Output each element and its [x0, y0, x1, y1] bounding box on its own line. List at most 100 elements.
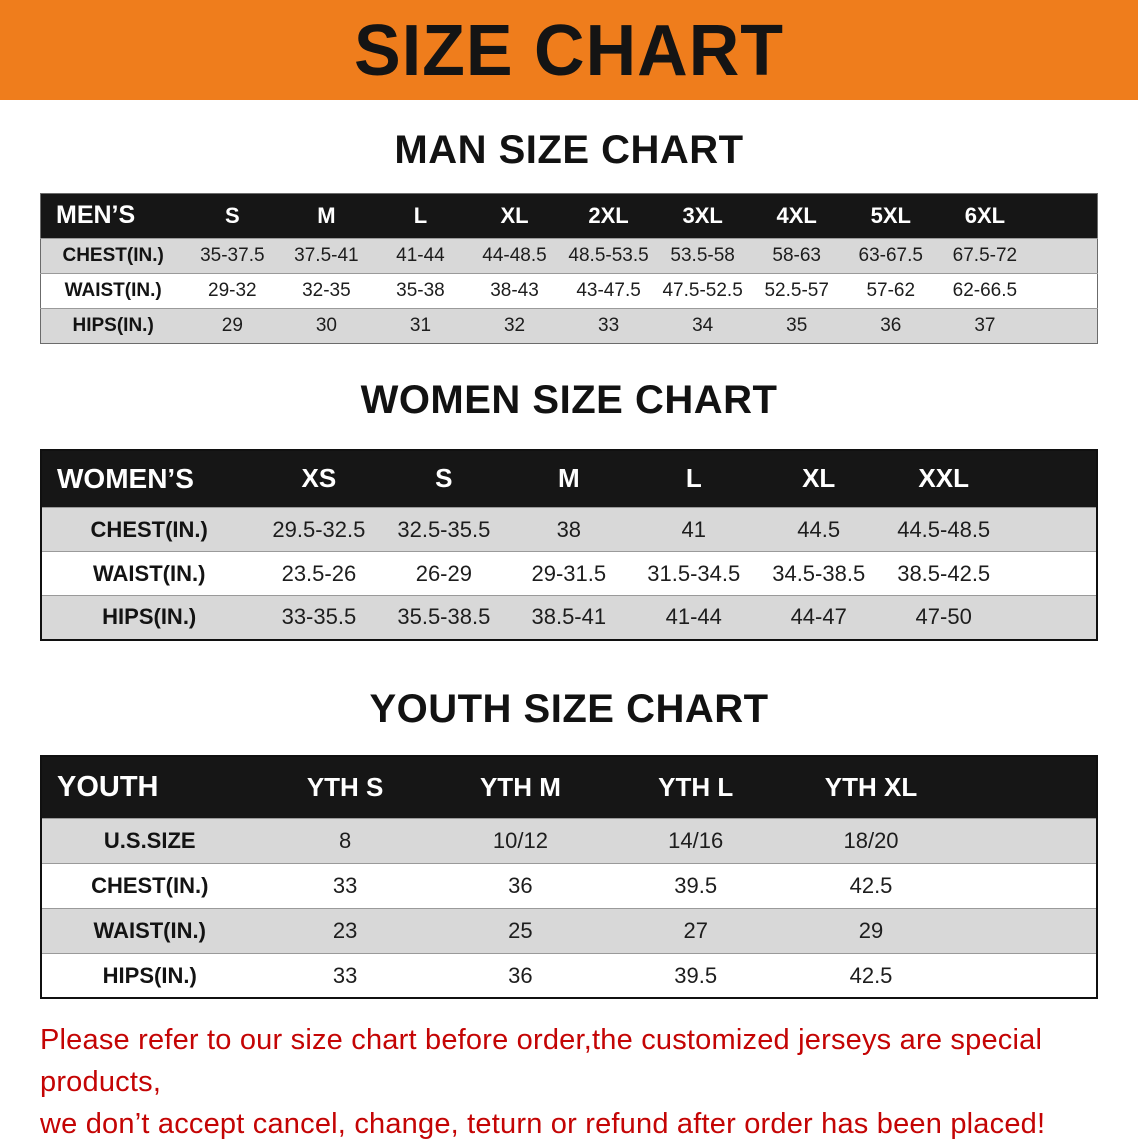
value-cell: 35.5-38.5 — [397, 604, 491, 630]
value-cell: 41 — [681, 516, 706, 542]
size-header-cell: M — [279, 193, 374, 239]
size-header-cell: XL — [467, 193, 562, 239]
row-label-cell: WAIST(IN.) — [93, 917, 206, 943]
row-label-cell: WAIST(IN.) — [92, 560, 206, 586]
table-row: HIPS(IN.) 33-35.5 35.5-38.5 38.5-41 41-44 44-… — [41, 595, 1097, 640]
row-label-cell: CHEST(IN.) — [62, 244, 164, 266]
content: MAN SIZE CHART MEN’S S M L XL 2XL 3XL 4XL 5XL 6XL… — [0, 100, 1138, 1146]
size-header-cell: 5XL — [843, 193, 938, 239]
value-cell: 29 — [858, 917, 884, 943]
value-cell: 63-67.5 — [858, 244, 923, 266]
size-header-cell: 2XL — [561, 193, 656, 239]
value-cell: 29-32 — [208, 279, 257, 301]
table-row: WAIST(IN.) 29-32 32-35 35-38 38-43 43-47.5 47.… — [40, 273, 1098, 309]
man-size-chart-heading: MAN SIZE CHART — [394, 128, 744, 172]
filler-cell — [1032, 273, 1098, 308]
value-cell: 44.5-48.5 — [897, 516, 991, 542]
value-cell: 38.5-42.5 — [897, 560, 991, 586]
banner-title: SIZE CHART — [354, 9, 784, 91]
value-cell: 35-37.5 — [200, 244, 265, 266]
value-cell: 33-35.5 — [281, 604, 357, 630]
value-cell: 25 — [508, 917, 533, 943]
row-label-cell: HIPS(IN.) — [72, 314, 154, 336]
table-row: CHEST(IN.) 33 36 39.5 42.5 — [41, 863, 1097, 909]
size-header-cell: YTH L — [608, 756, 784, 819]
size-header-cell: YTH XL — [783, 756, 959, 819]
filler-cell — [1006, 449, 1097, 508]
value-cell: 32-35 — [302, 279, 351, 301]
value-cell: 43-47.5 — [576, 279, 641, 301]
value-cell: 35-38 — [396, 279, 445, 301]
table-title-cell: YOUTH — [41, 756, 258, 819]
table-row: HIPS(IN.) 29 30 31 32 33 34 35 36 37 — [40, 308, 1098, 344]
filler-cell — [1032, 238, 1098, 273]
value-cell: 23 — [332, 917, 358, 943]
value-cell: 52.5-57 — [764, 279, 829, 301]
value-cell: 47-50 — [915, 604, 972, 630]
value-cell: 31.5-34.5 — [647, 560, 741, 586]
value-cell: 27 — [683, 917, 708, 943]
value-cell: 32.5-35.5 — [397, 516, 491, 542]
value-cell: 35 — [786, 314, 808, 336]
size-header-cell: YTH S — [257, 756, 433, 819]
value-cell: 44-47 — [790, 604, 847, 630]
table-row: CHEST(IN.) 29.5-32.5 32.5-35.5 38 41 44.5 44.5… — [41, 507, 1097, 552]
value-cell: 47.5-52.5 — [662, 279, 743, 301]
value-cell: 26-29 — [415, 560, 472, 586]
value-cell: 41-44 — [396, 244, 445, 266]
value-cell: 42.5 — [849, 962, 893, 988]
women-size-chart-heading: WOMEN SIZE CHART — [360, 377, 778, 422]
size-header-cell: 6XL — [937, 193, 1032, 239]
value-cell: 41-44 — [665, 604, 722, 630]
row-label-cell: CHEST(IN.) — [90, 516, 208, 542]
value-cell: 37.5-41 — [294, 244, 359, 266]
value-cell: 36 — [880, 314, 902, 336]
table-row: HIPS(IN.) 33 36 39.5 42.5 — [41, 953, 1097, 999]
value-cell: 34 — [692, 314, 714, 336]
value-cell: 14/16 — [668, 827, 724, 853]
value-cell: 36 — [508, 872, 533, 898]
row-label-cell: WAIST(IN.) — [64, 279, 162, 301]
youth-size-table: YOUTH YTH S YTH M YTH L YTH XL U.S.SIZE 8 10/12… — [40, 755, 1098, 1000]
women-size-table: WOMEN’S XS S M L XL XXL CHEST(IN.) 29.5-32.5 32.5… — [40, 448, 1098, 641]
size-header-cell: L — [373, 193, 468, 239]
filler-cell — [1031, 193, 1098, 239]
youth-size-chart-section: YOUTH SIZE CHART YOUTH YTH S YTH M YTH L YTH… — [40, 641, 1098, 1000]
size-header-cell: S — [185, 193, 280, 239]
value-cell: 31 — [409, 314, 432, 336]
value-cell: 8 — [338, 827, 352, 853]
man-size-chart-section: MAN SIZE CHART MEN’S S M L XL 2XL 3XL 4XL 5XL 6XL… — [40, 100, 1098, 344]
disclaimer-line-2: we don’t accept cancel, change, teturn o… — [40, 1108, 1046, 1141]
women-size-chart-section: WOMEN SIZE CHART WOMEN’S XS S M L XL XXL CHEST(… — [40, 344, 1098, 641]
row-label-cell: HIPS(IN.) — [102, 604, 197, 630]
filler-cell — [959, 863, 1097, 908]
value-cell: 33 — [598, 314, 620, 336]
filler-cell — [958, 756, 1097, 819]
size-header-cell: 4XL — [749, 193, 844, 239]
row-label-cell: HIPS(IN.) — [102, 962, 197, 988]
value-cell: 44-48.5 — [482, 244, 547, 266]
value-cell: 29-31.5 — [531, 560, 607, 586]
banner: SIZE CHART — [0, 0, 1138, 100]
table-header-row: YOUTH YTH S YTH M YTH L YTH XL — [41, 756, 1097, 819]
size-header-cell: M — [506, 449, 632, 508]
table-title-cell: MEN’S — [40, 193, 186, 239]
value-cell: 38-43 — [490, 279, 539, 301]
value-cell: 18/20 — [843, 827, 899, 853]
value-cell: 57-62 — [866, 279, 916, 301]
value-cell: 29.5-32.5 — [272, 516, 366, 542]
value-cell: 32 — [503, 314, 526, 336]
size-header-cell: XXL — [881, 449, 1007, 508]
value-cell: 58-63 — [772, 244, 821, 266]
value-cell: 37 — [974, 314, 996, 336]
value-cell: 33 — [332, 962, 358, 988]
filler-cell — [1032, 308, 1098, 343]
filler-cell — [1006, 596, 1097, 640]
value-cell: 34.5-38.5 — [772, 560, 866, 586]
filler-cell — [959, 908, 1097, 953]
size-header-cell: XS — [256, 449, 382, 508]
value-cell: 44.5 — [797, 516, 841, 542]
row-label-cell: U.S.SIZE — [103, 827, 196, 853]
size-header-cell: 3XL — [655, 193, 750, 239]
